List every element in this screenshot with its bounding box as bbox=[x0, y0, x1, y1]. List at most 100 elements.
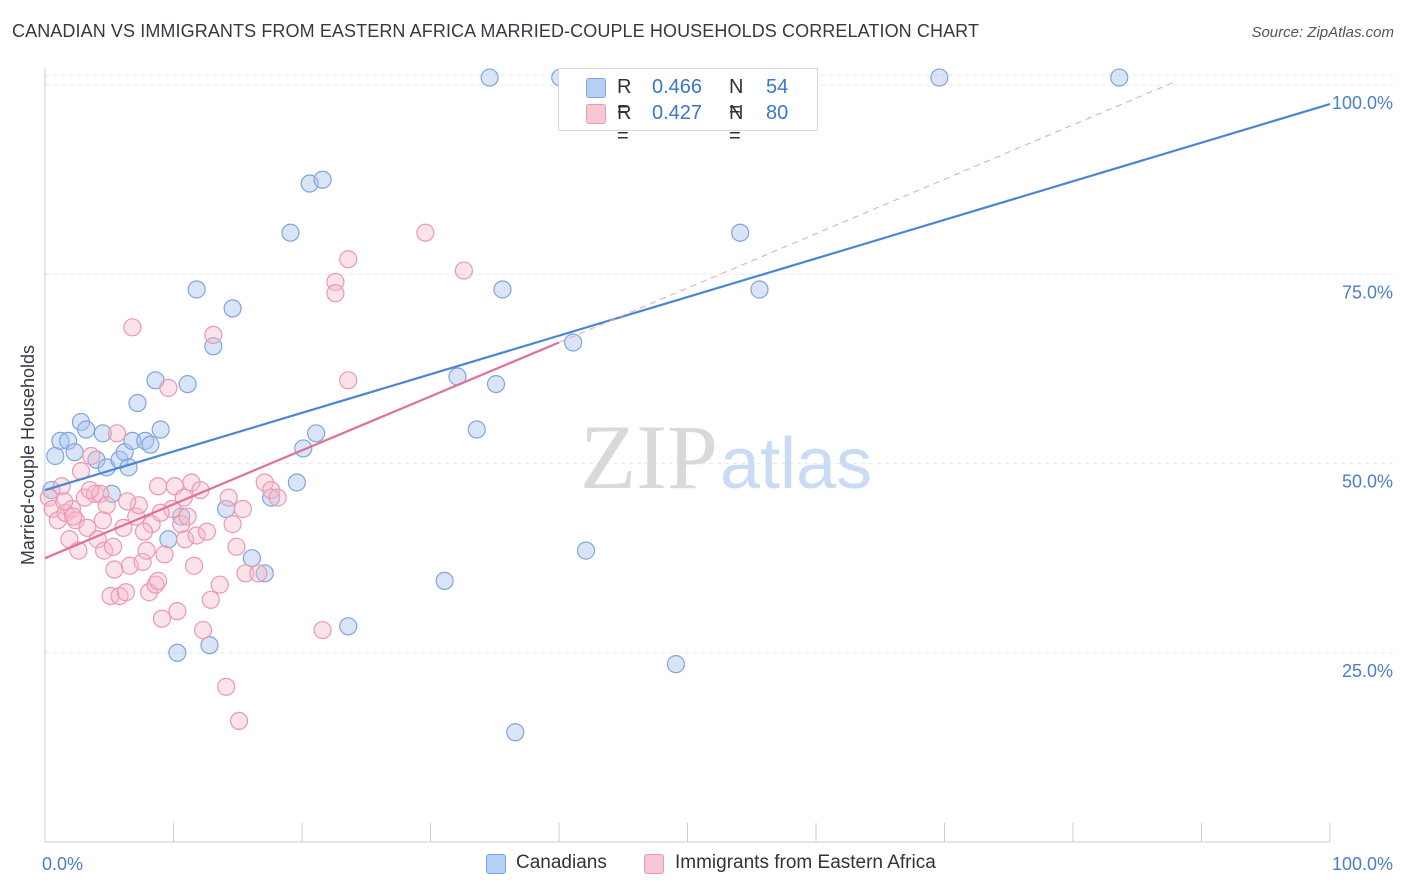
point-immigrants bbox=[227, 537, 246, 556]
point-immigrants bbox=[268, 488, 287, 507]
point-canadians bbox=[178, 374, 197, 394]
point-immigrants bbox=[219, 488, 238, 507]
point-immigrants bbox=[187, 526, 206, 545]
x-tick-label: 100.0% bbox=[1332, 854, 1393, 874]
point-canadians bbox=[151, 420, 170, 439]
legend-n-label: N = bbox=[729, 102, 744, 147]
point-immigrants bbox=[172, 515, 191, 534]
point-canadians bbox=[223, 299, 242, 318]
legend: R = 0.466 N = 54 R = 0.427 N = 80 bbox=[558, 68, 818, 147]
trend-line-canadians bbox=[44, 103, 1331, 492]
point-canadians bbox=[307, 424, 326, 443]
point-canadians bbox=[287, 473, 306, 492]
point-immigrants bbox=[82, 446, 101, 466]
point-canadians bbox=[187, 280, 206, 299]
legend-r-value: 0.466 bbox=[652, 76, 703, 98]
point-canadians bbox=[93, 424, 112, 443]
point-canadians bbox=[65, 443, 84, 462]
point-immigrants bbox=[159, 378, 178, 397]
point-canadians bbox=[930, 68, 949, 87]
point-immigrants bbox=[262, 480, 281, 500]
point-canadians bbox=[1110, 68, 1129, 87]
point-canadians bbox=[666, 655, 686, 674]
point-immigrants bbox=[55, 492, 74, 511]
point-immigrants bbox=[95, 541, 114, 560]
point-canadians bbox=[576, 541, 596, 560]
point-immigrants bbox=[184, 556, 204, 575]
point-canadians bbox=[141, 435, 160, 454]
point-immigrants bbox=[116, 583, 136, 602]
watermark: ZIP atlas bbox=[580, 406, 872, 508]
point-canadians bbox=[313, 170, 332, 189]
point-immigrants bbox=[129, 496, 148, 515]
point-immigrants bbox=[123, 318, 142, 337]
y-tick-label: 100.0% bbox=[1332, 93, 1393, 113]
point-canadians bbox=[731, 223, 750, 242]
trend-extension-immigrants bbox=[558, 80, 1176, 343]
y-tick-label: 75.0% bbox=[1342, 282, 1393, 302]
point-canadians bbox=[123, 431, 142, 450]
point-immigrants bbox=[93, 511, 112, 530]
point-canadians bbox=[159, 530, 178, 549]
point-immigrants bbox=[133, 552, 152, 572]
point-immigrants bbox=[52, 477, 71, 496]
point-canadians bbox=[564, 333, 583, 352]
legend-r-value: 0.427 bbox=[652, 102, 703, 124]
point-immigrants bbox=[178, 507, 197, 526]
point-immigrants bbox=[62, 499, 82, 519]
point-immigrants bbox=[155, 545, 174, 564]
point-canadians bbox=[77, 420, 96, 439]
point-immigrants bbox=[255, 473, 274, 492]
point-immigrants bbox=[175, 530, 195, 549]
point-canadians bbox=[59, 431, 78, 450]
point-immigrants bbox=[416, 223, 435, 242]
point-immigrants bbox=[152, 609, 172, 628]
point-canadians bbox=[128, 393, 147, 413]
point-immigrants bbox=[193, 620, 213, 640]
point-immigrants bbox=[249, 564, 268, 583]
legend-n-label: N = bbox=[729, 76, 744, 121]
point-canadians bbox=[435, 571, 454, 590]
bottom-legend-label-immigrants: Immigrants from Eastern Africa bbox=[675, 852, 936, 873]
point-canadians bbox=[51, 431, 70, 450]
axes bbox=[44, 68, 1331, 843]
legend-r-label: R = bbox=[617, 102, 632, 147]
point-immigrants bbox=[104, 537, 123, 556]
point-immigrants bbox=[313, 620, 332, 640]
point-canadians bbox=[46, 446, 65, 466]
point-immigrants bbox=[233, 499, 252, 519]
point-immigrants bbox=[204, 325, 223, 345]
watermark-atlas: atlas bbox=[720, 424, 872, 504]
legend-r-label: R = bbox=[617, 76, 632, 121]
point-canadians bbox=[262, 488, 281, 507]
point-canadians bbox=[506, 723, 525, 742]
point-canadians bbox=[168, 643, 187, 662]
point-immigrants bbox=[201, 590, 220, 609]
point-canadians bbox=[493, 280, 512, 299]
point-immigrants bbox=[78, 518, 97, 538]
point-immigrants bbox=[64, 507, 83, 526]
tick-labels: 25.0% 50.0% 75.0% 100.0% 0.0% 100.0% bbox=[42, 93, 1393, 874]
point-immigrants bbox=[91, 484, 110, 503]
point-canadians bbox=[200, 636, 219, 655]
point-canadians bbox=[480, 68, 499, 87]
legend-n-value: 80 bbox=[766, 102, 789, 124]
trend-line-immigrants bbox=[44, 341, 560, 560]
x-tick-label: 0.0% bbox=[42, 854, 83, 874]
point-immigrants bbox=[148, 571, 168, 590]
point-immigrants bbox=[326, 284, 345, 303]
y-tick-label: 25.0% bbox=[1342, 661, 1393, 681]
bottom-legend-label-canadians: Canadians bbox=[516, 852, 607, 873]
point-immigrants bbox=[168, 602, 187, 621]
point-canadians bbox=[750, 280, 769, 299]
legend-n-value: 54 bbox=[766, 76, 789, 98]
point-immigrants bbox=[105, 560, 124, 579]
point-immigrants bbox=[107, 424, 127, 443]
point-immigrants bbox=[223, 515, 242, 534]
point-immigrants bbox=[217, 677, 236, 696]
point-immigrants bbox=[134, 522, 154, 541]
point-immigrants bbox=[339, 250, 358, 269]
bottom-legend-swatch-immigrants bbox=[644, 854, 664, 874]
point-immigrants bbox=[48, 511, 67, 530]
